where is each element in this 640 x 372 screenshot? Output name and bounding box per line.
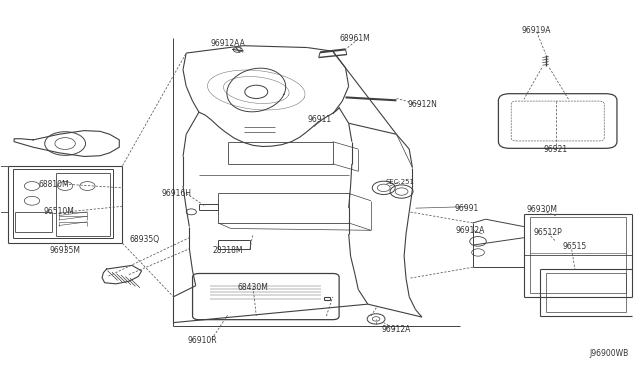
- Text: 96930M: 96930M: [526, 205, 557, 215]
- Text: 68810M: 68810M: [38, 180, 69, 189]
- Text: 96912A: 96912A: [455, 226, 484, 235]
- Text: 96515: 96515: [563, 243, 587, 251]
- Text: 96935M: 96935M: [50, 246, 81, 255]
- Text: 68961M: 68961M: [340, 34, 371, 43]
- Text: 96991: 96991: [454, 203, 479, 213]
- Text: 96921: 96921: [544, 145, 568, 154]
- Text: 96912AA: 96912AA: [210, 39, 245, 48]
- Text: 96919A: 96919A: [522, 26, 552, 35]
- Text: 68430M: 68430M: [237, 283, 269, 292]
- Text: 96912N: 96912N: [407, 100, 437, 109]
- Text: J96900WB: J96900WB: [590, 349, 629, 358]
- Text: 96510M: 96510M: [44, 207, 74, 217]
- Text: 96911: 96911: [308, 115, 332, 124]
- Text: SEC.251: SEC.251: [385, 179, 414, 185]
- Text: 96910R: 96910R: [188, 336, 217, 345]
- Text: 96912A: 96912A: [382, 326, 411, 334]
- Text: 28318M: 28318M: [212, 246, 243, 255]
- Text: 96916H: 96916H: [162, 189, 191, 198]
- Text: 68935Q: 68935Q: [130, 235, 160, 244]
- Text: 96512P: 96512P: [534, 228, 563, 237]
